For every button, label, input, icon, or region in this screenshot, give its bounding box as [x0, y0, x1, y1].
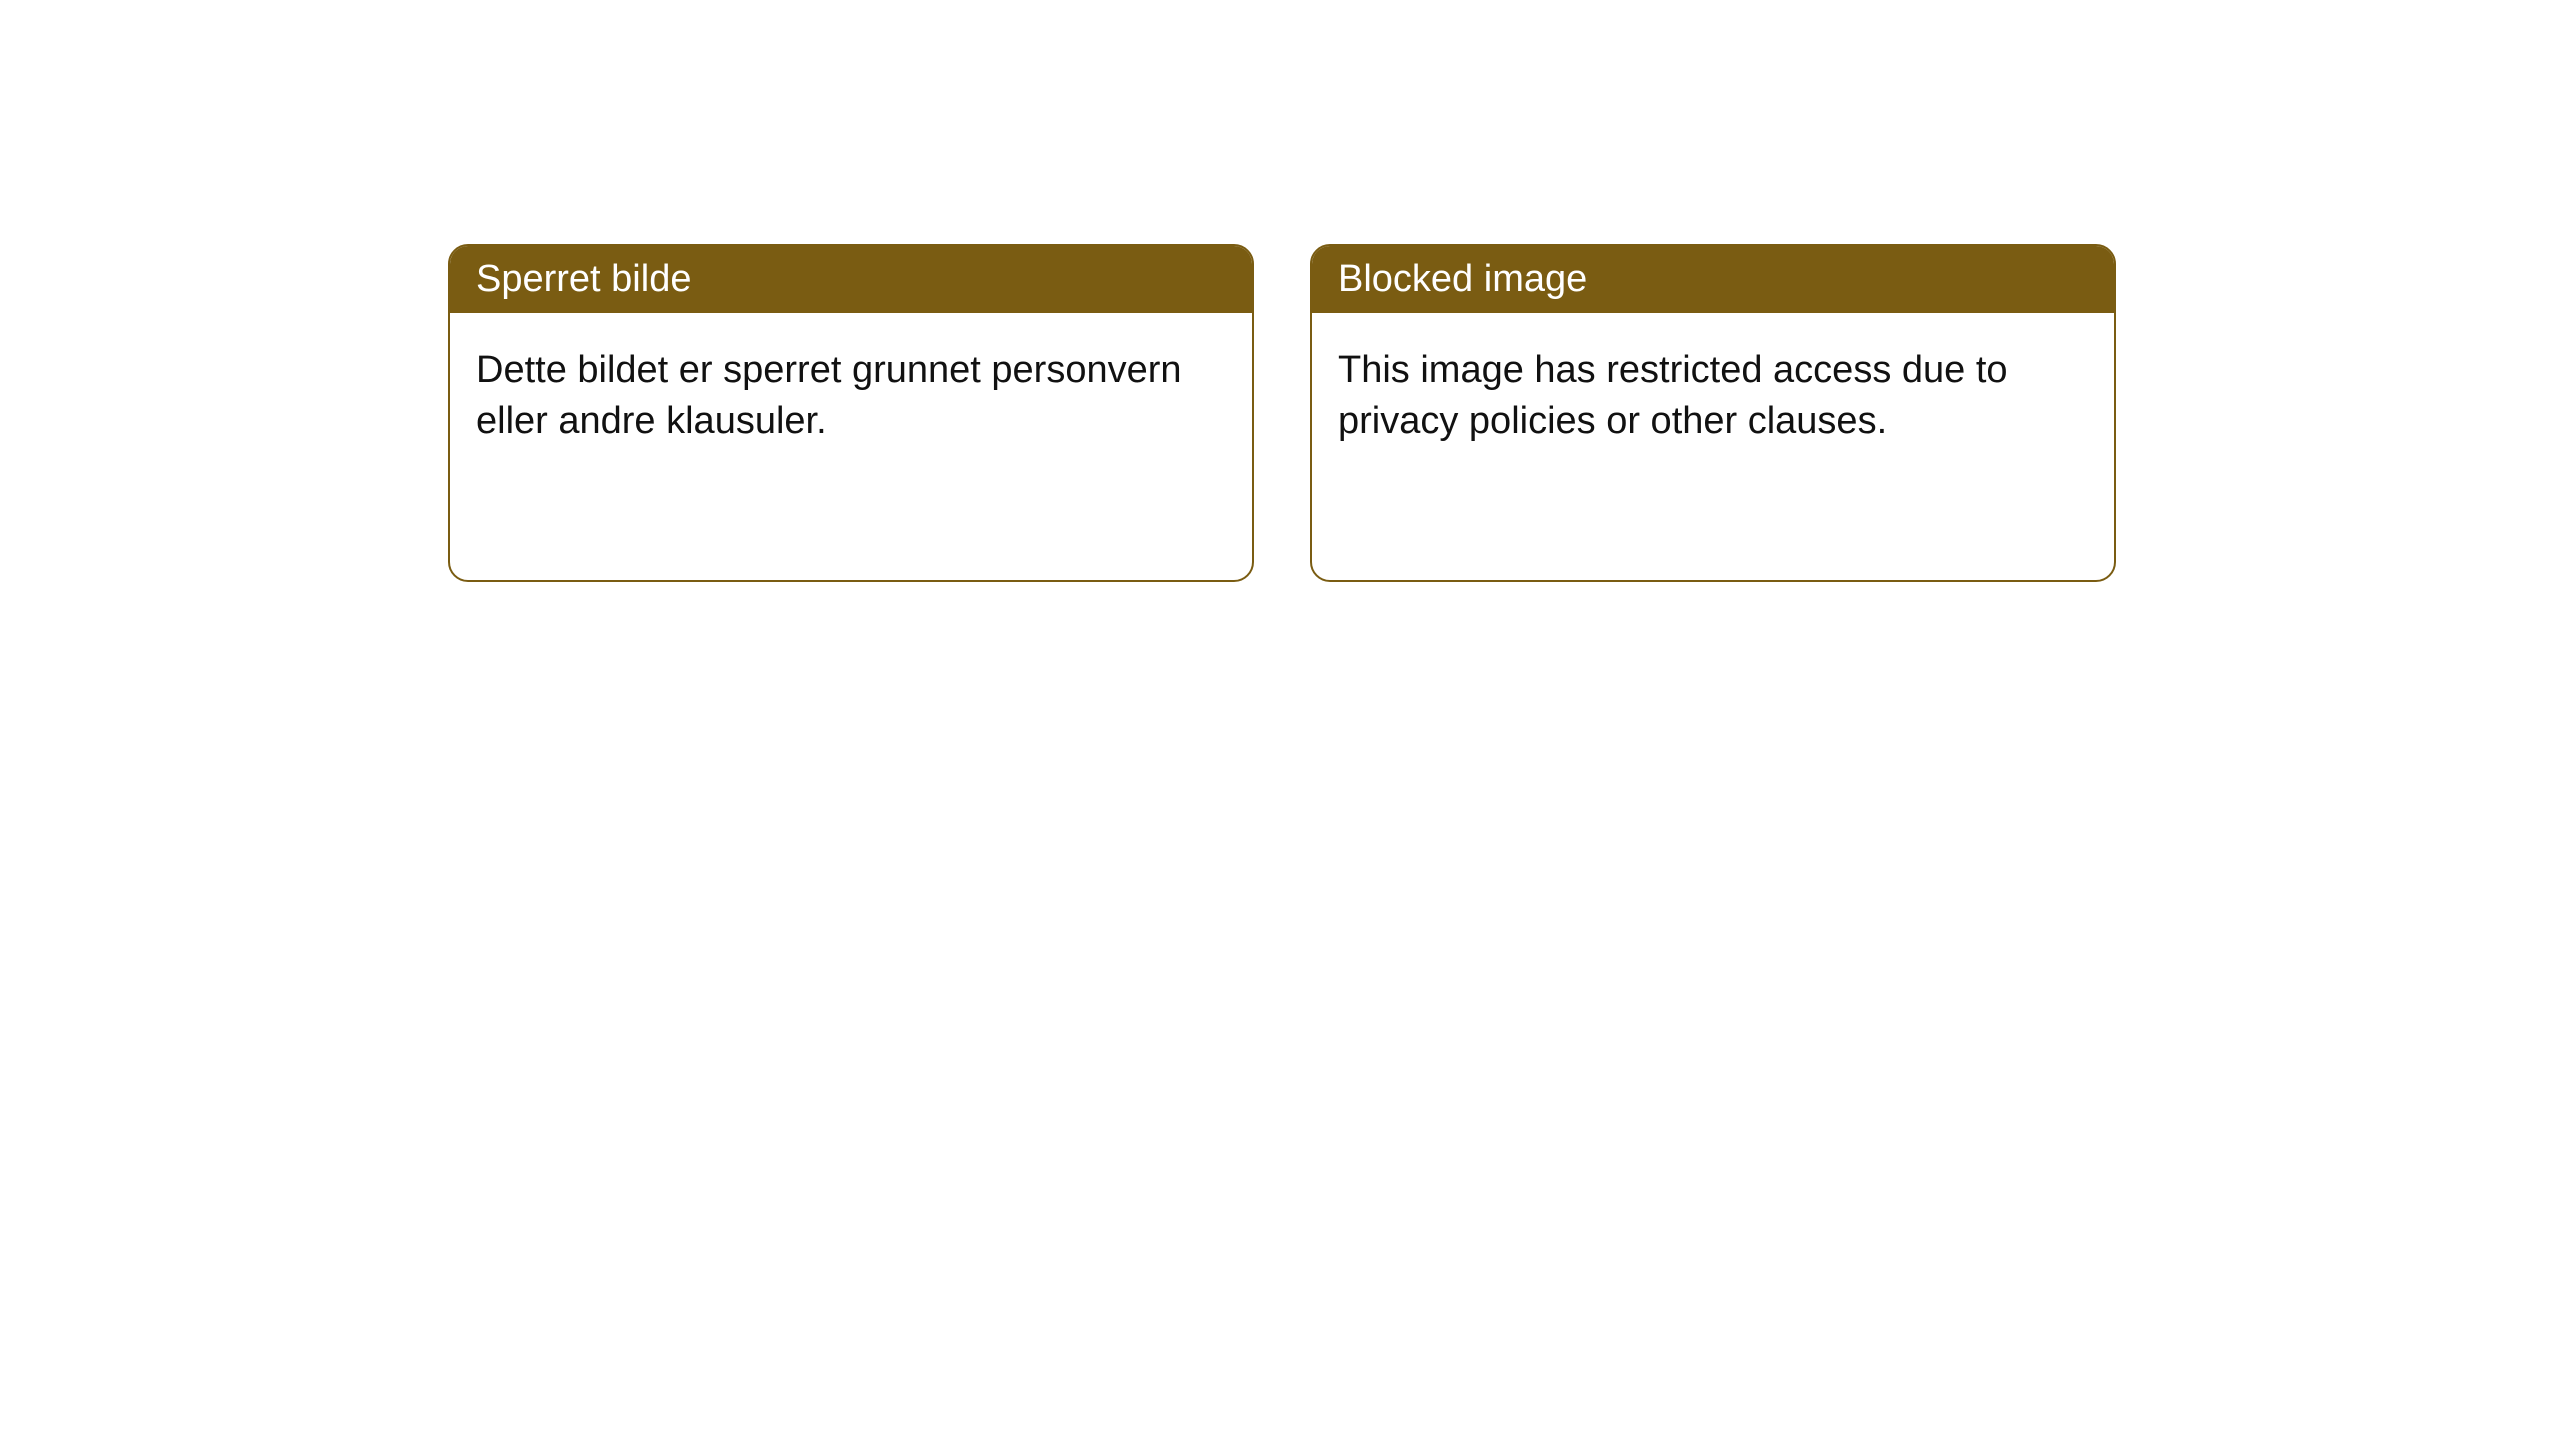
card-title-norwegian: Sperret bilde [450, 246, 1252, 313]
card-body-norwegian: Dette bildet er sperret grunnet personve… [450, 313, 1252, 480]
card-title-english: Blocked image [1312, 246, 2114, 313]
card-body-english: This image has restricted access due to … [1312, 313, 2114, 480]
blocked-image-card-norwegian: Sperret bilde Dette bildet er sperret gr… [448, 244, 1254, 582]
blocked-image-card-english: Blocked image This image has restricted … [1310, 244, 2116, 582]
notice-cards-container: Sperret bilde Dette bildet er sperret gr… [0, 0, 2560, 582]
